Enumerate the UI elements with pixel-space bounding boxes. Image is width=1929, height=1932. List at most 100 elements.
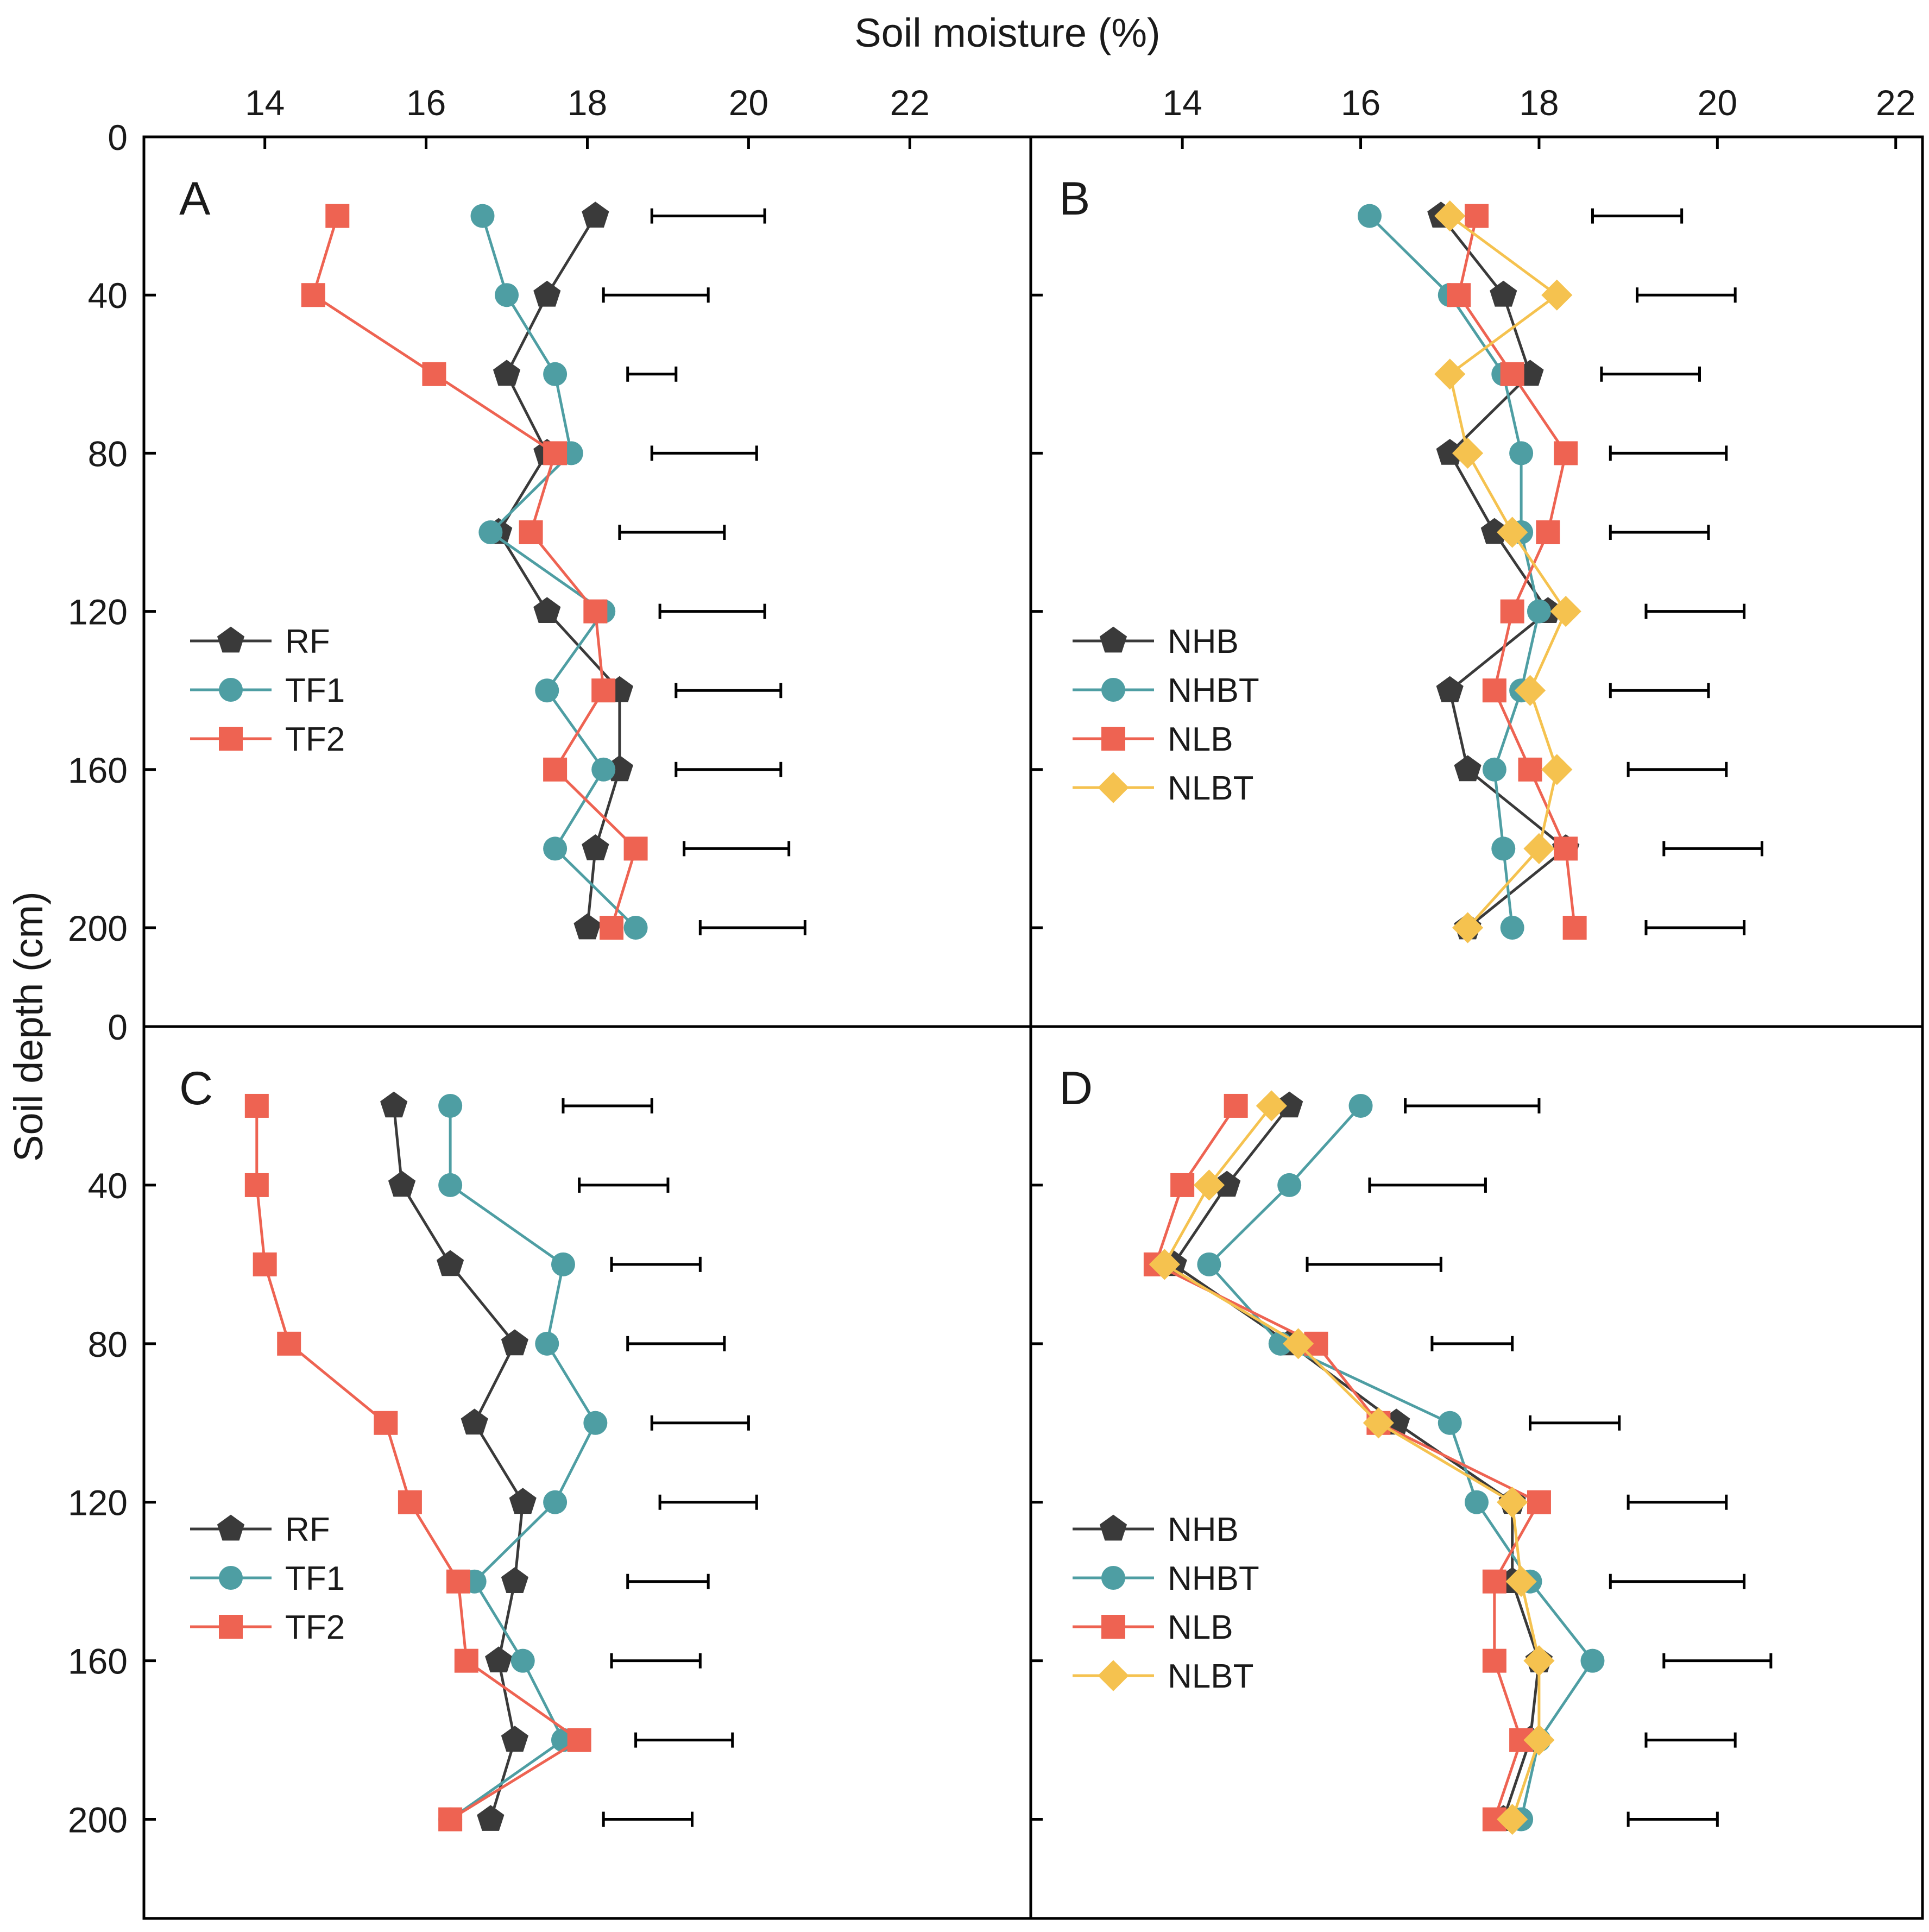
point-nhbt-marker [1500, 916, 1524, 940]
point-tf2-marker [583, 599, 608, 624]
point-nlb-marker [1482, 678, 1506, 703]
point-tf2-marker [438, 1807, 463, 1832]
point-tf1-marker [470, 204, 495, 228]
point-tf1-marker [535, 1331, 559, 1356]
legend-item-nlbt: NLBT [1073, 770, 1253, 807]
y-tick-label: 0 [108, 117, 128, 158]
error-bar [1644, 603, 1746, 619]
legend-label: RF [285, 623, 330, 660]
point-tf2-marker [374, 1411, 398, 1435]
legend-item-nlb: NLB [1073, 721, 1233, 758]
legend-item-nhbt: NHBT [1073, 672, 1259, 709]
point-nlbt-marker [1550, 596, 1581, 627]
legend-marker [219, 1615, 243, 1639]
legend-marker [217, 1514, 245, 1541]
legend-label: TF2 [285, 1609, 345, 1646]
point-tf1-marker [478, 520, 503, 544]
point-tf1-marker [591, 757, 616, 782]
point-rf-marker [461, 1408, 488, 1435]
error-bar [1609, 445, 1728, 461]
series-tf2 [244, 1093, 591, 1832]
point-nhbt-marker [1197, 1252, 1221, 1276]
y-tick-label: 40 [88, 275, 128, 316]
point-nlbt-marker [1523, 1725, 1555, 1756]
point-rf-marker [582, 834, 609, 860]
point-tf2-marker [454, 1648, 478, 1673]
point-tf1-marker [623, 916, 648, 940]
point-rf-marker [573, 913, 601, 940]
point-nlbt-marker [1497, 1487, 1528, 1518]
error-bar [626, 1574, 710, 1589]
legend-item-tf2: TF2 [190, 721, 345, 758]
legend-marker [1098, 1660, 1129, 1691]
point-tf2-marker [398, 1490, 422, 1514]
x-tick-label: 16 [406, 83, 446, 123]
error-bar [1644, 1732, 1737, 1748]
series-nlbt [1149, 1090, 1555, 1835]
error-bar [658, 1494, 758, 1510]
error-bar [658, 603, 766, 619]
error-bar [1627, 1494, 1728, 1510]
panel-D-frame [1029, 1025, 1924, 1920]
legend-item-rf: RF [190, 623, 330, 660]
panel-C: 0 40 80 120 160 200 C RF TF1 TF2 [68, 1007, 1032, 1920]
panel-letter: A [179, 173, 211, 225]
legend-marker [219, 1566, 243, 1590]
point-nlb-marker [1562, 916, 1587, 940]
series-line-tf2 [255, 1106, 582, 1821]
point-rf-marker [380, 1091, 408, 1118]
point-tf1-marker [543, 362, 568, 386]
y-tick-label: 80 [88, 433, 128, 474]
error-bar [698, 920, 806, 935]
legend: RF TF1 TF2 [190, 1511, 345, 1646]
legend: NHB NHBT NLB NLBT [1073, 1511, 1259, 1695]
series-nhbt [1197, 1093, 1605, 1832]
x-tick-label: 14 [1162, 83, 1202, 123]
point-tf2-marker [446, 1569, 470, 1594]
series-line-tf1 [481, 215, 637, 929]
point-rf-marker [501, 1726, 528, 1752]
error-bar [674, 683, 783, 698]
legend-item-tf2: TF2 [190, 1609, 345, 1646]
legend-marker [1099, 626, 1127, 653]
error-bar [1609, 683, 1710, 698]
point-tf2-marker [244, 1173, 269, 1197]
error-bar [1591, 208, 1684, 224]
point-nlbt-marker [1497, 1803, 1528, 1835]
error-bar [1636, 287, 1737, 303]
y-tick-label: 160 [68, 750, 128, 790]
point-nlb-marker [1500, 599, 1524, 624]
legend-label: RF [285, 1511, 330, 1549]
panel-B: 14 16 18 20 22 B NHB NHBT NLB NLBT [1029, 83, 1924, 1028]
legend-marker [219, 727, 243, 751]
point-rf-marker [388, 1170, 416, 1197]
series-rf [380, 1091, 537, 1831]
legend-label: NLBT [1168, 770, 1253, 807]
point-tf1-marker [535, 678, 559, 703]
point-nlb-marker [1536, 520, 1560, 544]
y-tick-label: 200 [68, 908, 128, 948]
error-bar [626, 1336, 726, 1351]
error-bar [634, 1732, 734, 1748]
point-rf-marker [501, 1329, 528, 1356]
legend-label: NHBT [1168, 1560, 1259, 1597]
error-bar [650, 208, 766, 224]
legend-item-nhbt: NHBT [1073, 1560, 1259, 1597]
panel-C-frame [142, 1025, 1032, 1920]
series-tf2 [301, 204, 648, 940]
error-bar [1644, 920, 1746, 935]
panel-D: D NHB NHBT NLB NLBT [1029, 1025, 1924, 1920]
point-tf2-marker [253, 1252, 277, 1276]
y-tick-label: 200 [68, 1800, 128, 1840]
error-bar [610, 1653, 702, 1669]
y-tick-label: 120 [68, 592, 128, 632]
legend-item-tf1: TF1 [190, 672, 345, 709]
point-nlbt-marker [1434, 200, 1466, 232]
point-nlb-marker [1465, 204, 1489, 228]
x-tick-label: 18 [1519, 83, 1559, 123]
error-bar [626, 366, 678, 382]
point-nhbt-marker [1438, 1411, 1462, 1435]
x-tick-label: 16 [1341, 83, 1380, 123]
error-bar [650, 445, 758, 461]
series-rf [485, 202, 633, 940]
